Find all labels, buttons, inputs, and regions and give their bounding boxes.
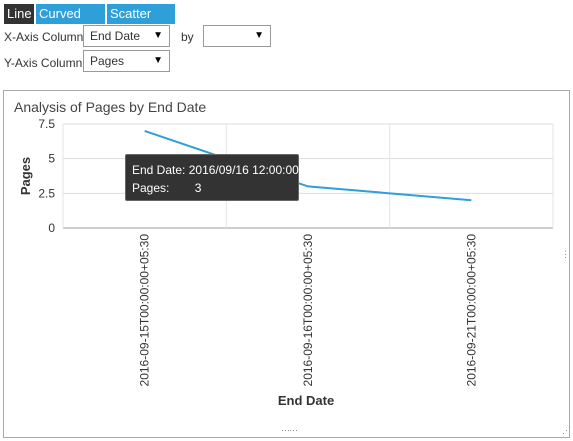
chart-tooltip: End Date: 2016/09/16 12:00:00 Pages: 3: [125, 154, 299, 201]
chevron-down-icon: ▼: [153, 55, 163, 66]
tab-line[interactable]: Line: [4, 4, 34, 24]
tooltip-end-date-value: 2016/09/16 12:00:00: [188, 163, 299, 177]
y-axis-column-select[interactable]: Pages ▼: [83, 50, 170, 72]
by-label: by: [181, 30, 194, 44]
by-column-select[interactable]: ▼: [203, 25, 271, 47]
y-axis-column-value: Pages: [90, 54, 125, 68]
tooltip-pages-value: 3: [194, 181, 202, 195]
chevron-down-icon: ▼: [254, 30, 264, 41]
resize-handle-bottom-icon[interactable]: ⋯⋯: [281, 425, 298, 435]
resize-corner-icon[interactable]: ⋰: [562, 425, 571, 435]
y-axis-column-label: Y-Axis Column: [4, 56, 83, 70]
x-axis-column-value: End Date: [90, 29, 141, 43]
tab-scatter-plot[interactable]: Scatter Plot: [107, 4, 175, 41]
resize-handle-right-icon[interactable]: ⋮⋮: [561, 249, 573, 259]
chevron-down-icon: ▼: [153, 30, 163, 41]
x-axis-column-label: X-Axis Column: [4, 30, 84, 44]
x-axis-column-select[interactable]: End Date ▼: [83, 25, 170, 47]
chart-panel: Analysis of Pages by End Date: [3, 90, 570, 438]
chart-title: Analysis of Pages by End Date: [14, 99, 207, 115]
tooltip-pages-label: Pages:: [132, 181, 170, 195]
tooltip-end-date-label: End Date:: [132, 163, 186, 177]
tab-curved-line[interactable]: Curved Line: [36, 4, 105, 41]
